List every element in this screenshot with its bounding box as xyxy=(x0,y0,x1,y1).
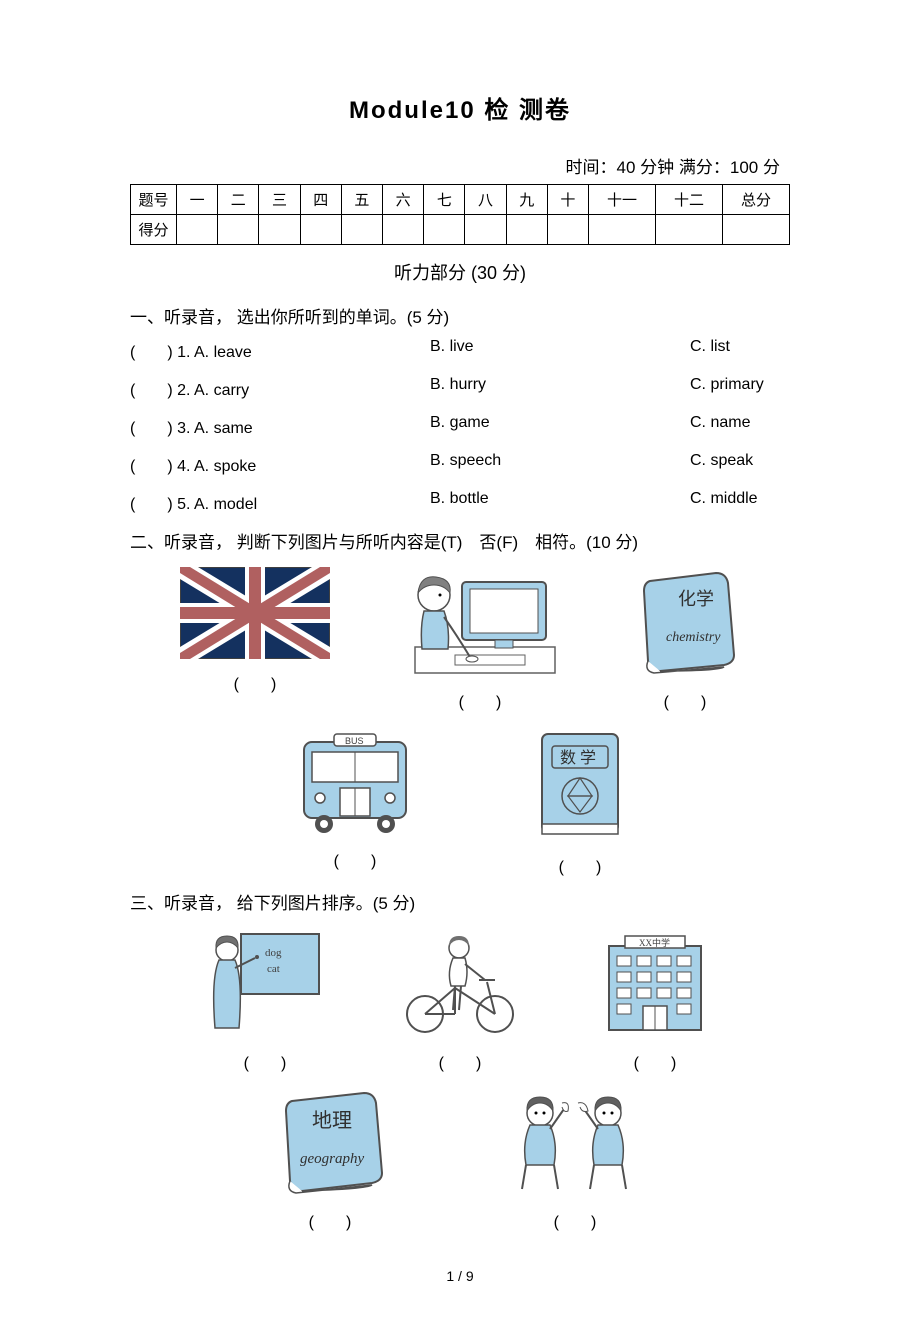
list-item: ( ) 1. A. leave B. live C. list xyxy=(130,338,790,362)
page-number: 1 / 9 xyxy=(130,1268,790,1284)
list-item: ( ) 5. A. model B. bottle C. middle xyxy=(130,490,790,514)
list-item: ( ) 2. A. carry B. hurry C. primary xyxy=(130,376,790,400)
table-row: 题号 一 二 三 四 五 六 七 八 九 十 十一 十二 总分 xyxy=(131,185,790,215)
q3-row1: dog cat ( ) xyxy=(130,928,790,1073)
q2-row1: ( ) ( ) xyxy=(130,567,790,712)
cell: 五 xyxy=(341,185,382,215)
school-building-icon: XX中学 xyxy=(595,928,715,1073)
q3-heading: 三、听录音， 给下列图片排序。(5 分) xyxy=(130,889,790,914)
choice-a: ( ) 4. A. spoke xyxy=(130,452,430,476)
choice-c: C. primary xyxy=(690,376,790,400)
cell: 总分 xyxy=(722,185,789,215)
choice-b: B. bottle xyxy=(430,490,690,514)
choice-a: ( ) 3. A. same xyxy=(130,414,430,438)
math-book-icon: 数 学 ( ) xyxy=(530,726,630,877)
choice-b: B. speech xyxy=(430,452,690,476)
answer-paren: ( ) xyxy=(395,1049,525,1073)
answer-paren: ( ) xyxy=(290,847,420,871)
choice-b: B. game xyxy=(430,414,690,438)
svg-text:XX中学: XX中学 xyxy=(639,937,670,948)
choice-b: B. live xyxy=(430,338,690,362)
meta-line: 时间：40 分钟 满分：100 分 xyxy=(130,153,790,178)
answer-paren: ( ) xyxy=(270,1208,390,1232)
teacher-icon: dog cat ( ) xyxy=(205,928,325,1073)
uk-flag-icon: ( ) xyxy=(180,567,330,712)
svg-text:cat: cat xyxy=(267,963,280,975)
bus-icon: BUS ( ) xyxy=(290,726,420,877)
list-item: ( ) 3. A. same B. game C. name xyxy=(130,414,790,438)
cell xyxy=(259,215,300,245)
choice-c: C. name xyxy=(690,414,790,438)
choice-a: ( ) 1. A. leave xyxy=(130,338,430,362)
cell: 九 xyxy=(506,185,547,215)
answer-paren: ( ) xyxy=(530,853,630,877)
answer-paren: ( ) xyxy=(595,1049,715,1073)
choice-c: C. middle xyxy=(690,490,790,514)
geography-book-icon: 地理 geography ( ) xyxy=(270,1087,390,1232)
listening-header: 听力部分 (30 分) xyxy=(130,259,790,285)
cell xyxy=(465,215,506,245)
cell: 四 xyxy=(300,185,341,215)
cell xyxy=(383,215,424,245)
q2-heading: 二、听录音， 判断下列图片与所听内容是(T) 否(F) 相符。(10 分) xyxy=(130,528,790,553)
choice-a: ( ) 2. A. carry xyxy=(130,376,430,400)
choice-a: ( ) 5. A. model xyxy=(130,490,430,514)
two-girls-icon: ( ) xyxy=(500,1087,650,1232)
svg-text:数 学: 数 学 xyxy=(560,749,596,767)
cell: 三 xyxy=(259,185,300,215)
list-item: ( ) 4. A. spoke B. speech C. speak xyxy=(130,452,790,476)
svg-text:geography: geography xyxy=(300,1151,364,1167)
q1-list: ( ) 1. A. leave B. live C. list ( ) 2. A… xyxy=(130,338,790,514)
answer-paren: ( ) xyxy=(205,1049,325,1073)
cell xyxy=(218,215,259,245)
answer-paren: ( ) xyxy=(400,688,560,712)
cell: 十一 xyxy=(589,185,656,215)
q1-heading: 一、听录音， 选出你所听到的单词。(5 分) xyxy=(130,303,790,328)
cell xyxy=(341,215,382,245)
score-table: 题号 一 二 三 四 五 六 七 八 九 十 十一 十二 总分 得分 xyxy=(130,184,790,245)
q2-row2: BUS ( ) xyxy=(130,726,790,877)
cell xyxy=(177,215,218,245)
cell xyxy=(547,215,588,245)
svg-text:BUS: BUS xyxy=(345,736,364,746)
answer-paren: ( ) xyxy=(500,1208,650,1232)
cell: 一 xyxy=(177,185,218,215)
q3-row2: 地理 geography ( ) xyxy=(130,1087,790,1232)
chemistry-book-icon: 化学 chemistry ( ) xyxy=(630,567,740,712)
svg-text:dog: dog xyxy=(265,947,282,959)
bike-icon: ( ) xyxy=(395,928,525,1073)
answer-paren: ( ) xyxy=(180,670,330,694)
page-title: Module10 检 测卷 xyxy=(130,90,790,125)
cell: 七 xyxy=(424,185,465,215)
choice-c: C. speak xyxy=(690,452,790,476)
cell xyxy=(589,215,656,245)
svg-text:地理: 地理 xyxy=(312,1109,352,1132)
cell xyxy=(655,215,722,245)
table-row: 得分 xyxy=(131,215,790,245)
boy-computer-icon: ( ) xyxy=(400,567,560,712)
cell xyxy=(506,215,547,245)
cell xyxy=(424,215,465,245)
cell: 八 xyxy=(465,185,506,215)
answer-paren: ( ) xyxy=(630,688,740,712)
svg-text:chemistry: chemistry xyxy=(666,630,721,645)
cell xyxy=(300,215,341,245)
cell: 二 xyxy=(218,185,259,215)
cell: 得分 xyxy=(131,215,177,245)
choice-b: B. hurry xyxy=(430,376,690,400)
cell: 十 xyxy=(547,185,588,215)
choice-c: C. list xyxy=(690,338,790,362)
cell: 六 xyxy=(383,185,424,215)
svg-text:化学: 化学 xyxy=(678,589,714,609)
cell: 十二 xyxy=(655,185,722,215)
cell xyxy=(722,215,789,245)
cell: 题号 xyxy=(131,185,177,215)
